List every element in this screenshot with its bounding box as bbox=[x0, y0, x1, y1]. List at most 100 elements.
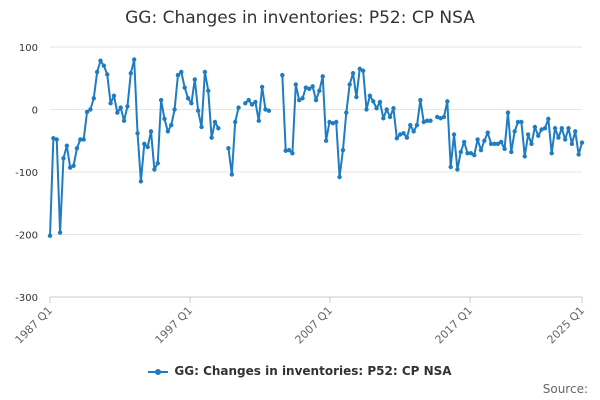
data-point bbox=[131, 57, 137, 62]
data-point bbox=[313, 97, 319, 103]
data-point bbox=[562, 137, 568, 142]
data-point bbox=[81, 137, 86, 142]
data-point bbox=[334, 119, 339, 125]
data-point bbox=[280, 72, 285, 78]
series-line bbox=[244, 86, 270, 122]
y-tick-label: -100 bbox=[15, 168, 38, 179]
data-point bbox=[286, 147, 292, 153]
data-point bbox=[579, 140, 585, 145]
data-point bbox=[404, 135, 410, 140]
data-point bbox=[98, 58, 103, 63]
data-point bbox=[556, 135, 561, 140]
data-point bbox=[552, 126, 558, 131]
data-point bbox=[374, 106, 379, 111]
data-point bbox=[57, 230, 63, 235]
data-point bbox=[152, 167, 157, 172]
data-point bbox=[509, 149, 514, 155]
data-point bbox=[293, 82, 298, 87]
data-point bbox=[142, 141, 147, 147]
data-point bbox=[337, 174, 342, 180]
data-point bbox=[158, 97, 164, 103]
source-label: Source: bbox=[542, 382, 588, 396]
data-point bbox=[482, 138, 487, 143]
data-point bbox=[367, 93, 373, 98]
data-point bbox=[111, 93, 117, 98]
data-point bbox=[155, 161, 160, 166]
data-point bbox=[307, 86, 312, 92]
data-point bbox=[505, 110, 511, 115]
data-point bbox=[125, 104, 130, 109]
data-point bbox=[323, 138, 329, 143]
data-point bbox=[391, 106, 396, 111]
data-point bbox=[128, 71, 134, 76]
data-point bbox=[199, 124, 204, 130]
data-point bbox=[546, 116, 551, 122]
data-point bbox=[515, 119, 521, 125]
data-point bbox=[411, 129, 416, 134]
data-point bbox=[488, 141, 494, 147]
data-point bbox=[243, 101, 248, 106]
data-point bbox=[327, 119, 332, 125]
data-point bbox=[573, 129, 578, 134]
data-point bbox=[354, 94, 359, 100]
data-point bbox=[522, 154, 527, 159]
data-point bbox=[347, 82, 352, 87]
data-point bbox=[169, 122, 174, 128]
data-point bbox=[246, 97, 251, 103]
data-point bbox=[445, 99, 450, 104]
legend[interactable]: GG: Changes in inventories: P52: CP NSA bbox=[0, 364, 600, 378]
data-point bbox=[145, 144, 150, 150]
data-point bbox=[435, 114, 440, 120]
data-point bbox=[387, 114, 393, 120]
data-point bbox=[566, 126, 571, 131]
data-point bbox=[259, 84, 265, 90]
data-point bbox=[525, 132, 531, 137]
data-point bbox=[249, 102, 255, 107]
data-point bbox=[310, 84, 315, 89]
data-point bbox=[320, 74, 325, 79]
data-point bbox=[317, 88, 322, 93]
x-tick-label: 1997 Q1 bbox=[153, 304, 196, 347]
data-point bbox=[498, 139, 504, 145]
series-line bbox=[227, 107, 240, 176]
data-point bbox=[74, 146, 80, 151]
data-point bbox=[232, 119, 238, 125]
data-point bbox=[394, 136, 400, 141]
data-point bbox=[121, 118, 127, 123]
data-point bbox=[64, 143, 70, 148]
data-point bbox=[455, 167, 460, 172]
data-point bbox=[290, 151, 295, 156]
data-point bbox=[414, 122, 420, 128]
data-point bbox=[492, 141, 497, 147]
x-tick-label: 2017 Q1 bbox=[433, 304, 476, 347]
data-point bbox=[54, 137, 59, 142]
data-point bbox=[148, 129, 154, 134]
data-point bbox=[421, 119, 426, 125]
data-point bbox=[532, 124, 538, 130]
data-point bbox=[357, 66, 362, 72]
legend-label: GG: Changes in inventories: P52: CP NSA bbox=[174, 364, 452, 378]
data-point bbox=[172, 107, 177, 112]
data-point bbox=[458, 149, 463, 155]
data-point bbox=[236, 105, 241, 110]
data-point bbox=[350, 71, 356, 76]
data-point bbox=[101, 63, 107, 68]
data-point bbox=[472, 152, 477, 158]
data-point bbox=[397, 132, 403, 137]
data-point bbox=[226, 146, 231, 151]
data-point bbox=[448, 164, 453, 170]
data-point bbox=[475, 137, 480, 142]
data-point bbox=[212, 119, 218, 125]
data-point bbox=[229, 172, 235, 177]
data-point bbox=[441, 114, 447, 120]
data-point bbox=[165, 129, 171, 134]
y-tick-label: 100 bbox=[19, 43, 38, 54]
data-point bbox=[192, 77, 197, 82]
data-point bbox=[94, 69, 100, 75]
data-point bbox=[84, 109, 90, 115]
y-tick-label: -200 bbox=[15, 231, 38, 242]
data-point bbox=[539, 127, 544, 132]
data-point bbox=[468, 151, 474, 156]
data-point bbox=[108, 101, 113, 106]
